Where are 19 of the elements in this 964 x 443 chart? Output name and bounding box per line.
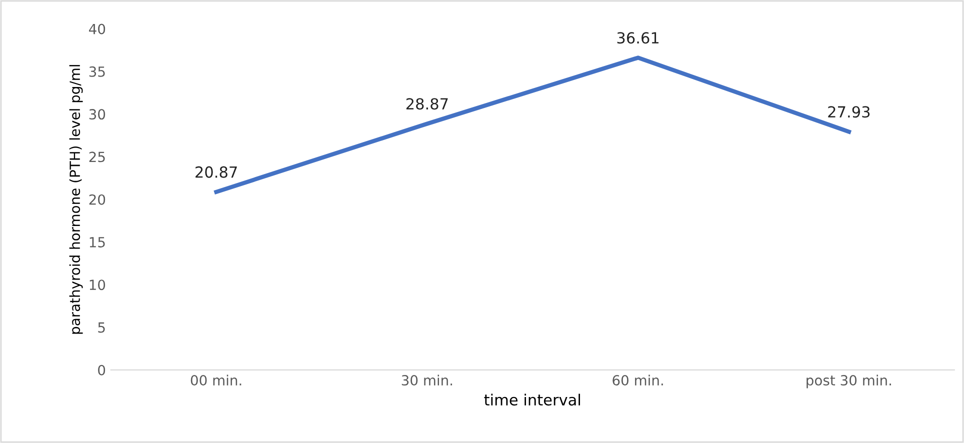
data-label: 20.87 xyxy=(196,166,237,178)
x-tick-label: 00 min. xyxy=(190,374,242,386)
data-label: 36.61 xyxy=(617,32,659,44)
y-tick-label: 5 xyxy=(98,322,105,333)
x-tick-label: 60 min. xyxy=(612,374,663,386)
x-tick-label: 30 min. xyxy=(402,374,452,386)
y-tick-label: 10 xyxy=(90,280,106,290)
y-tick-label: 15 xyxy=(90,237,105,248)
data-label: 27.93 xyxy=(828,106,870,118)
y-tick-label: 25 xyxy=(89,152,105,162)
y-tick-label: 30 xyxy=(89,109,106,120)
y-tick-label: 20 xyxy=(89,194,106,205)
y-tick-label: 0 xyxy=(98,364,106,376)
data-label: 28.87 xyxy=(406,98,448,110)
y-tick-label: 40 xyxy=(89,24,106,34)
x-tick-label: post 30 min. xyxy=(806,374,891,388)
y-axis-title: parathyroid hormone (PTH) level pg/ml xyxy=(69,65,83,334)
x-axis-title: time interval xyxy=(484,394,580,406)
y-tick-label: 35 xyxy=(89,66,105,77)
